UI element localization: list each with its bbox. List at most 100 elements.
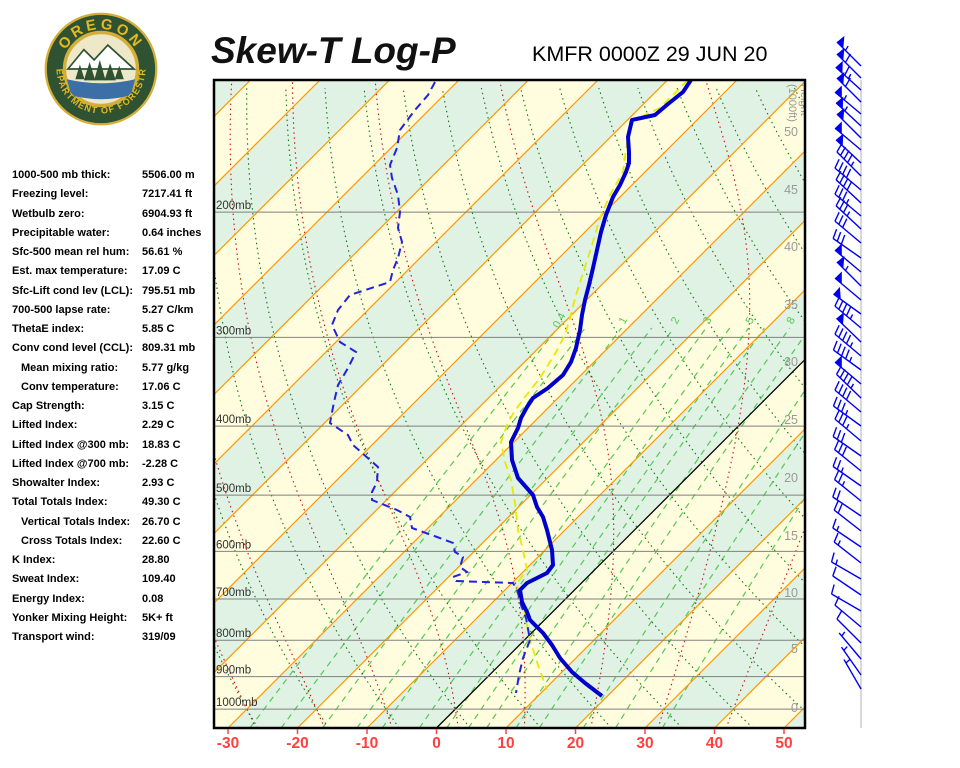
isotherm [297,219,805,728]
index-value: -2.28 C [142,457,179,470]
index-value: 5K+ ft [142,611,173,624]
isotherm [214,80,738,604]
index-value: 26.70 C [142,515,181,528]
wind-barb [838,631,862,660]
wind-barb [836,610,862,644]
isotherm [644,567,805,728]
isotherm [505,428,805,728]
dry-adiabat [441,87,805,712]
pressure-label: 300mb [216,325,251,337]
wind-barb [830,552,862,580]
wind-barb [832,518,862,548]
index-value: 319/09 [142,631,176,643]
wind-barb [834,85,862,115]
index-label: Mean mixing ratio: [21,361,119,374]
moist-adiabat [657,80,751,728]
x-axis-label: -20 [286,735,308,752]
x-axis-label: 40 [706,735,723,752]
wind-barb [833,470,862,502]
index-label: Wetbulb zero: [12,207,85,220]
index-label: Lifted Index @300 mb: [12,438,130,451]
x-axis-label: 50 [775,735,792,752]
index-row: Freezing level: 7217.41 ft [12,186,212,205]
index-value: 7217.41 ft [142,188,193,201]
mixing-ratio-line [538,333,805,728]
wind-barb [833,500,862,532]
moist-adiabat [499,80,615,728]
dry-adiabat [363,87,683,728]
index-value: 809.31 mb [142,342,196,355]
wind-barb [832,566,862,596]
pressure-label: 900mb [216,665,251,677]
moist-adiabat [374,80,526,728]
index-value: 795.51 mb [142,284,196,297]
pressure-label: 500mb [216,483,251,495]
index-row: Mean mixing ratio: 5.77 g/kg [12,360,212,379]
index-label: Conv temperature: [21,380,119,393]
index-value: 2.29 C [142,419,175,432]
pressure-label: 400mb [216,414,251,426]
height-axis-title-unit: (1000ft) [786,84,798,122]
wind-barb [834,409,862,442]
wind-barb [836,35,862,67]
mixing-ratio-line [582,389,805,728]
index-value: 5506.00 m [142,169,195,181]
wind-barb [832,396,862,427]
index-label: Transport wind: [12,631,95,643]
logo-outer-ring [44,12,158,126]
index-label: Yonker Mixing Height: [12,611,128,624]
index-label: Lifted Index @700 mb: [12,457,130,470]
wind-barb [833,440,862,472]
index-value: 2.93 C [142,477,175,489]
wind-barb [832,487,862,517]
index-row: Showalter Index: 2.93 C [12,475,212,494]
mixing-ratio-label: 3 [701,315,714,326]
wind-barb [834,184,862,217]
wind-barb [836,255,862,287]
mixing-ratio-line [280,327,586,728]
x-axis-label: 30 [636,735,653,752]
index-label: Sfc-Lift cond lev (LCL): [12,284,133,297]
wind-barb [836,312,862,343]
isotherm [783,706,805,728]
isotherm [214,80,529,396]
isotherm [214,80,390,257]
index-label: Showalter Index: [12,477,101,489]
logo-inner-ring [62,30,140,108]
height-scale-label: 20 [784,471,798,485]
wind-barb [835,170,862,204]
wind-barb [834,324,862,357]
index-value: 18.83 C [142,438,181,451]
mixing-ratio-line [446,327,731,728]
x-axis-label: 10 [497,735,514,752]
mixing-ratio-label: 5 [744,315,757,326]
height-scale-label: 10 [784,586,798,600]
dry-adiabat [402,87,754,728]
index-row: Conv cond level (CCL): 809.31 mb [12,340,212,359]
index-label: Est. max temperature: [12,265,128,278]
height-scale-label: 30 [784,355,798,369]
index-value: 49.30 C [142,496,181,509]
index-value: 0.08 [142,592,164,605]
mixing-ratio-line [614,431,805,728]
index-row: K Index: 28.80 [12,552,212,571]
isotherm [214,80,599,465]
index-value: 5.85 C [142,323,175,335]
index-row: Yonker Mixing Height: 5K+ ft [12,610,212,629]
isotherm [214,80,460,326]
index-row: Cap Strength: 3.15 C [12,398,212,417]
wind-barb [834,380,862,413]
isotherm [214,80,805,674]
index-row: Wetbulb zero: 6904.93 ft [12,206,212,225]
index-row: 700-500 lapse rate: 5.27 C/km [12,302,212,321]
mixing-ratio-line [381,327,675,728]
mixing-ratio-label: 8 [785,315,798,326]
index-label: Total Totals Index: [12,496,108,509]
x-axis-label: 0 [432,735,441,752]
index-value: 3.15 C [142,400,175,412]
wind-barb [834,296,862,329]
index-label: Lifted Index: [12,419,78,432]
dry-adiabat [246,88,471,728]
wind-barb [832,427,862,457]
